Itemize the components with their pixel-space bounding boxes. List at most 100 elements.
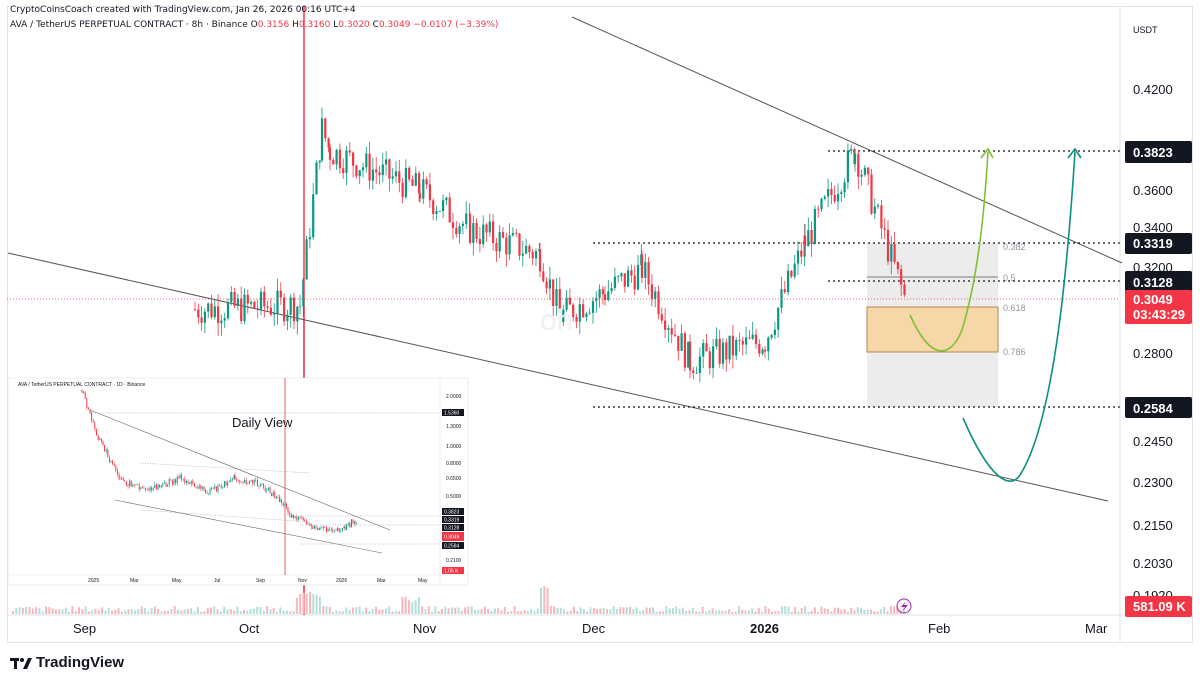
candle-body <box>664 320 667 330</box>
lightning-icon[interactable] <box>896 598 912 614</box>
currency-label[interactable]: USDT <box>1133 25 1158 35</box>
candle-body <box>315 162 318 195</box>
price-tick: 0.2300 <box>1133 475 1173 490</box>
volume-bar <box>879 609 882 614</box>
inset-candle-body <box>343 526 345 528</box>
inset-candle-body <box>247 483 249 484</box>
inset-candle-body <box>116 470 118 474</box>
volume-bar <box>68 611 71 614</box>
volume-bar <box>648 607 651 614</box>
candle-body <box>545 281 548 289</box>
inset-candle-body <box>84 391 86 399</box>
inset-candle-body <box>138 484 140 490</box>
candle-body <box>398 171 401 183</box>
candle-body <box>391 176 394 179</box>
upper-trendline[interactable] <box>571 16 1123 264</box>
volume-bar <box>860 608 863 614</box>
volume-bar <box>375 606 377 614</box>
candle-body <box>863 167 866 175</box>
candle-body <box>408 167 411 180</box>
volume-badge[interactable]: 581.09 K <box>1125 596 1192 617</box>
volume-bar <box>474 609 476 614</box>
symbol-legend[interactable]: AVA / TetherUS PERPETUAL CONTRACT · 8h ·… <box>10 20 499 30</box>
volume-bar <box>206 607 209 614</box>
volume-bar <box>299 593 302 614</box>
price-badge-03823[interactable]: 0.3823 <box>1125 141 1192 163</box>
inset-candle-body <box>272 492 274 497</box>
candle-body <box>425 179 428 185</box>
candle-body <box>820 198 823 210</box>
candle-body <box>677 335 680 351</box>
candle-body <box>193 309 197 310</box>
inset-candle-body <box>129 480 131 486</box>
inset-candle-body <box>318 529 320 531</box>
candle-body <box>528 245 531 253</box>
daily-view-inset[interactable]: AVA / TetherUS PERPETUAL CONTRACT · 1D ·… <box>7 377 469 586</box>
candle-body <box>203 311 206 323</box>
inset-candle-body <box>274 492 276 499</box>
candle-body <box>610 287 613 292</box>
candle-body <box>893 244 896 263</box>
green-projection-arrow[interactable] <box>909 151 989 352</box>
volume-bar <box>111 610 113 614</box>
candle-body <box>886 229 890 262</box>
volume-bar <box>576 611 579 614</box>
candle-body <box>394 171 398 177</box>
price-badge-02584[interactable]: 0.2584 <box>1125 397 1192 418</box>
volume-bar <box>823 608 826 614</box>
candle-body <box>468 214 472 243</box>
candle-body <box>320 118 324 161</box>
candle-body <box>498 232 501 252</box>
brand-name: TradingView <box>36 654 125 671</box>
candle-body <box>324 118 327 139</box>
volume-bar <box>153 606 156 614</box>
volume-bar <box>391 611 394 614</box>
inset-candle-body <box>354 521 356 524</box>
inset-badge: 1.5360 <box>442 409 464 417</box>
inset-candle-body <box>324 527 326 528</box>
candle-body <box>873 206 876 214</box>
volume-bar <box>216 609 219 614</box>
inset-candle-body <box>329 529 331 530</box>
candle-body <box>688 341 692 371</box>
volume-bar <box>289 611 292 614</box>
candle-body <box>461 223 464 227</box>
volume-bar <box>144 607 146 614</box>
inset-candle-body <box>290 514 292 518</box>
volume-bar <box>398 611 401 614</box>
volume-bar <box>454 607 457 614</box>
price-badge-current[interactable]: 0.3049 03:43:29 <box>1125 290 1192 324</box>
volume-bar <box>450 607 453 614</box>
symbol-name[interactable]: AVA / TetherUS PERPETUAL CONTRACT · 8h ·… <box>10 20 248 30</box>
candle-body <box>475 223 478 239</box>
candle-body <box>698 356 701 373</box>
price-badge-03319[interactable]: 0.3319 <box>1125 233 1192 254</box>
candle-body <box>728 335 731 360</box>
volume-bar <box>78 607 80 614</box>
inset-candle-body <box>291 514 293 518</box>
volume-bar <box>394 611 397 614</box>
svg-text:Nov: Nov <box>298 578 307 584</box>
volume-bar <box>513 606 516 614</box>
volume-bar <box>675 606 678 614</box>
price-badge-03128[interactable]: 0.3128 <box>1125 271 1192 292</box>
price-change: −0.0107 (−3.39%) <box>413 20 499 30</box>
volume-bar <box>642 609 645 614</box>
volume-bar <box>302 592 305 614</box>
candle-body <box>521 253 524 256</box>
inset-candle-body <box>335 530 337 532</box>
volume-bar <box>635 607 638 614</box>
volume-bar <box>810 610 813 614</box>
inset-candle-body <box>163 482 165 483</box>
candle-body <box>650 284 653 299</box>
inset-candle-body <box>279 499 281 502</box>
inset-candle-body <box>330 529 332 531</box>
time-axis[interactable]: Sep Oct Nov Dec 2026 Feb Mar <box>73 621 1108 636</box>
candle-body <box>478 238 481 245</box>
lower-trendline[interactable] <box>7 252 1109 502</box>
teal-projection-arrow[interactable] <box>962 151 1076 482</box>
price-tick: 0.4200 <box>1133 82 1173 97</box>
volume-bar <box>249 609 252 614</box>
svg-text:May: May <box>172 578 182 584</box>
